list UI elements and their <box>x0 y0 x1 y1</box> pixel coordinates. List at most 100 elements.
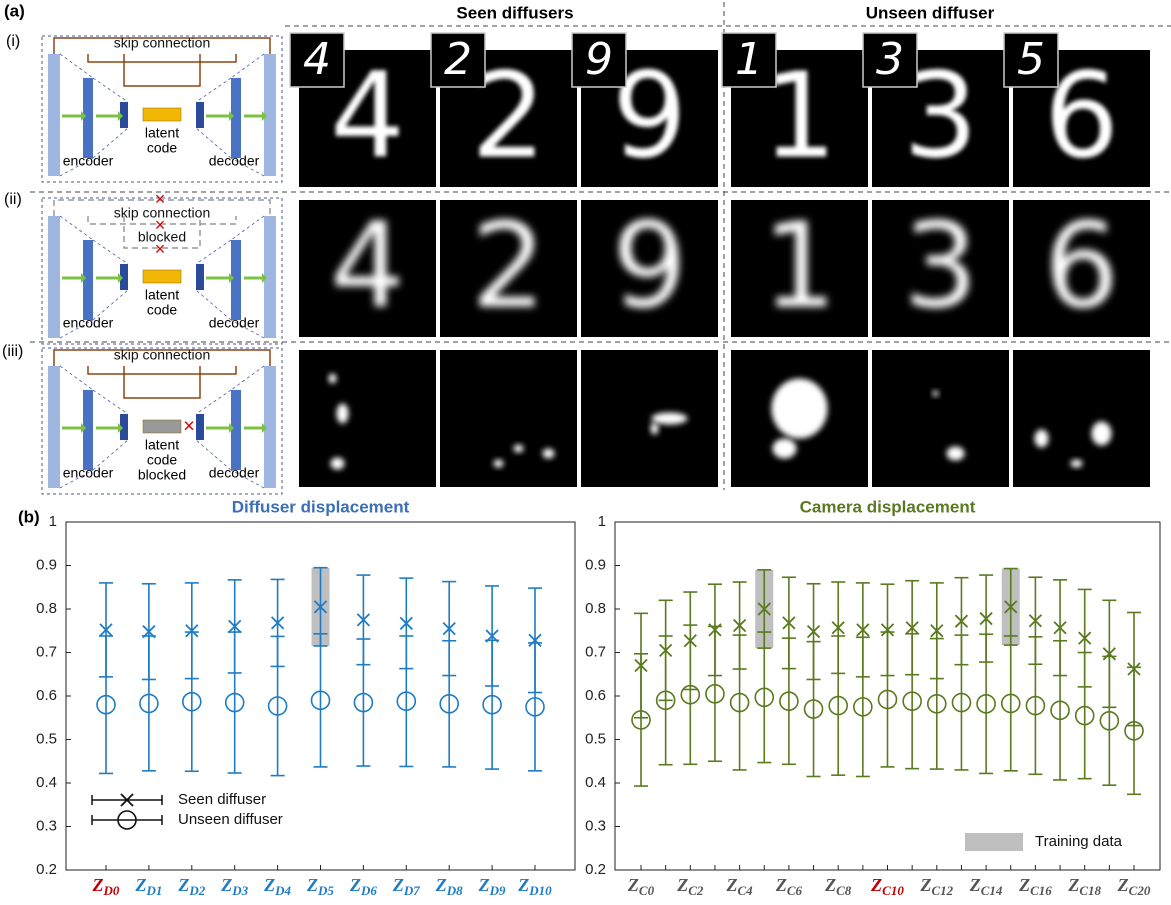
skip-connection <box>124 366 200 398</box>
reconstruction-blob <box>652 413 688 425</box>
encoder-label: encoder <box>63 153 114 169</box>
error-bar <box>829 636 847 775</box>
y-tick-label: 0.8 <box>36 600 57 617</box>
error-bar <box>928 639 946 770</box>
reconstruction-image <box>872 350 1009 487</box>
layer <box>48 54 60 176</box>
error-bar <box>731 635 749 770</box>
projection <box>196 78 231 102</box>
x-tick-label: ZC0 <box>627 875 655 898</box>
x-tick-label: ZD3 <box>220 875 248 898</box>
x-tick-label: ZC8 <box>824 875 852 898</box>
latent-label: blocked <box>138 467 186 483</box>
decoder-label: decoder <box>209 315 260 331</box>
x-tick-label: ZD6 <box>349 875 377 898</box>
reconstructed-digit: 3 <box>903 197 978 335</box>
y-tick-label: 0.3 <box>36 817 57 834</box>
layer <box>196 414 204 440</box>
y-tick-label: 0.5 <box>585 730 606 747</box>
skip-label: skip connection <box>114 205 211 221</box>
layer <box>196 264 204 290</box>
projection <box>93 240 128 264</box>
legend-label: Training data <box>1035 833 1123 850</box>
skip-label: skip connection <box>114 35 211 51</box>
latent <box>143 108 181 121</box>
panel-label: (a) <box>4 1 25 20</box>
reconstruction-blob <box>1092 422 1112 446</box>
y-tick-label: 0.9 <box>585 556 606 573</box>
row-label: (iii) <box>2 343 23 360</box>
error-bar <box>1051 641 1069 780</box>
error-bar <box>952 635 970 770</box>
network-diagram: ×skip connectionlatentcodeblockedencoder… <box>42 347 282 494</box>
layer <box>196 102 204 128</box>
y-tick-label: 1 <box>598 513 606 530</box>
error-bar <box>1026 637 1044 774</box>
error-bar <box>1100 656 1118 785</box>
x-tick-label: ZD9 <box>478 875 506 898</box>
ground-truth-digit: 4 <box>303 34 331 85</box>
decoder-label: decoder <box>209 465 260 481</box>
error-bar <box>706 626 724 761</box>
error-bar <box>140 636 158 771</box>
y-tick-label: 0.2 <box>585 861 606 878</box>
chart: Diffuser displacement0.20.30.40.50.60.70… <box>36 497 575 898</box>
x-tick-label: ZC14 <box>969 875 1003 898</box>
error-bar <box>183 632 201 771</box>
error-bar <box>755 632 773 763</box>
reconstruction-blob <box>494 460 504 468</box>
reconstructed-digit: 4 <box>330 197 405 335</box>
header: Seen diffusers <box>456 3 573 22</box>
x-tick-label: ZC16 <box>1018 875 1052 898</box>
layer <box>83 78 93 158</box>
reconstruction-blob <box>772 379 828 439</box>
x-tick-label: ZD5 <box>306 875 334 898</box>
x-tick-label: ZD7 <box>392 875 420 898</box>
latent-label: code <box>147 452 178 468</box>
y-tick-label: 0.6 <box>585 687 606 704</box>
reconstruction-blob <box>337 404 349 424</box>
y-tick-label: 1 <box>49 513 57 530</box>
y-tick-label: 0.7 <box>36 643 57 660</box>
layer <box>231 390 241 470</box>
network-diagram: skip connectionlatentcodeencoderdecoder <box>42 35 282 182</box>
reconstruction-blob <box>773 439 797 459</box>
reconstructed-digit: 9 <box>612 197 687 335</box>
figure: (a) Seen diffusers Unseen diffuser (i) (… <box>0 0 1171 905</box>
reconstruction-blob <box>947 447 965 461</box>
legend-label: Unseen diffuser <box>178 811 283 828</box>
encoder-label: encoder <box>63 465 114 481</box>
reconstruction-blob <box>1071 460 1083 468</box>
error-bar <box>226 632 244 773</box>
reconstruction-image <box>299 350 436 487</box>
x-tick-label: ZC6 <box>775 875 803 898</box>
reconstruction-blob <box>651 423 659 435</box>
legend-swatch <box>965 833 1023 851</box>
projection <box>93 390 128 414</box>
ground-truth-digit: 9 <box>585 34 613 85</box>
ground-truth-digit: 5 <box>1017 34 1045 85</box>
latent-label: latent <box>145 125 179 141</box>
encoder-label: encoder <box>63 315 114 331</box>
latent-label: latent <box>145 287 179 303</box>
x-tick-label: ZC10 <box>870 875 904 898</box>
error-bar <box>1002 636 1020 771</box>
layer <box>231 78 241 158</box>
network-diagram: ×××skip connectionblockedlatentcodeencod… <box>42 189 282 344</box>
layer <box>83 390 93 470</box>
chart-title: Diffuser displacement <box>232 497 410 516</box>
y-tick-label: 0.9 <box>36 556 57 573</box>
x-tick-label: ZD4 <box>263 875 291 898</box>
projection <box>196 390 231 414</box>
layer <box>48 216 60 338</box>
chart: Camera displacement0.20.30.40.50.60.70.8… <box>585 497 1160 898</box>
layer <box>231 240 241 320</box>
error-bar <box>903 634 921 769</box>
legend-label: Seen diffuser <box>178 791 266 808</box>
error-bar <box>805 642 823 777</box>
error-bar <box>312 634 330 767</box>
x-tick-label: ZC20 <box>1117 875 1151 898</box>
error-bar <box>397 636 415 767</box>
latent-label: latent <box>145 437 179 453</box>
skip-connection <box>88 366 236 374</box>
